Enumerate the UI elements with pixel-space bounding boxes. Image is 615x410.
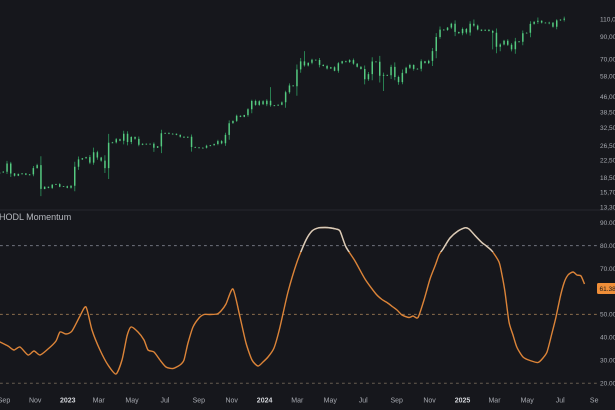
svg-text:Jul: Jul — [359, 398, 368, 405]
svg-text:13,300: 13,300 — [600, 204, 615, 211]
svg-text:32,500: 32,500 — [600, 125, 615, 132]
svg-text:May: May — [324, 398, 338, 405]
svg-text:Mar: Mar — [488, 398, 501, 405]
svg-text:15,700: 15,700 — [600, 190, 615, 197]
svg-text:Nov: Nov — [225, 398, 238, 405]
svg-text:38,500: 38,500 — [600, 110, 615, 117]
svg-text:Mar: Mar — [93, 398, 106, 405]
svg-text:90.00: 90.00 — [600, 220, 615, 227]
svg-text:Se: Se — [590, 398, 599, 405]
svg-text:22,500: 22,500 — [600, 158, 615, 165]
svg-text:58,000: 58,000 — [600, 73, 615, 80]
svg-text:18,500: 18,500 — [600, 175, 615, 182]
svg-text:Nov: Nov — [423, 398, 436, 405]
svg-text:46,000: 46,000 — [600, 94, 615, 101]
svg-text:Jul: Jul — [556, 398, 565, 405]
svg-text:May: May — [521, 398, 535, 405]
svg-text:2024: 2024 — [257, 398, 273, 405]
svg-text:Mar: Mar — [291, 398, 304, 405]
svg-text:61.38: 61.38 — [600, 286, 615, 293]
svg-text:30.00: 30.00 — [600, 358, 615, 365]
svg-text:Sep: Sep — [0, 398, 10, 405]
svg-text:70.00: 70.00 — [600, 266, 615, 273]
svg-text:110,000: 110,000 — [600, 16, 615, 23]
svg-text:Nov: Nov — [29, 398, 42, 405]
svg-text:90,000: 90,000 — [600, 34, 615, 41]
svg-text:40.00: 40.00 — [600, 335, 615, 342]
svg-text:80.00: 80.00 — [600, 243, 615, 250]
svg-text:2025: 2025 — [455, 398, 471, 405]
svg-text:Sep: Sep — [390, 398, 403, 405]
svg-text:Sep: Sep — [193, 398, 206, 405]
svg-text:2023: 2023 — [60, 398, 76, 405]
svg-text:20.00: 20.00 — [600, 381, 615, 388]
svg-text:HODL Momentum: HODL Momentum — [0, 212, 71, 222]
svg-text:Jul: Jul — [161, 398, 170, 405]
svg-text:50.00: 50.00 — [600, 312, 615, 319]
svg-text:26,500: 26,500 — [600, 143, 615, 150]
svg-text:May: May — [125, 398, 139, 405]
svg-text:70,000: 70,000 — [600, 57, 615, 64]
